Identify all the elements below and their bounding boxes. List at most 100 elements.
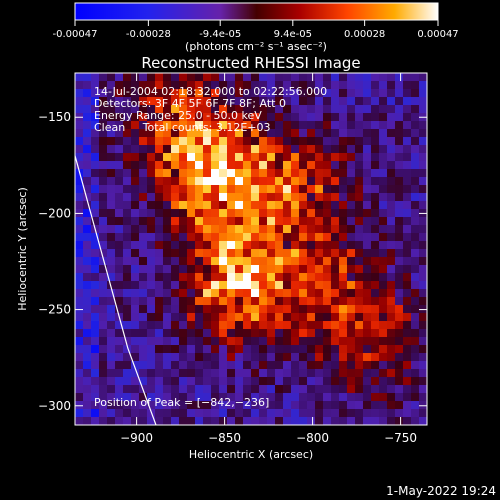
plot-frame [74,72,428,426]
heatmap-cell [315,249,324,258]
heatmap-cell [339,257,348,266]
heatmap-cell [187,273,196,282]
heatmap-cell [155,369,164,378]
colorbar-ticks: -0.00047 -0.00028 -9.4e-05 9.4e-05 0.00028 0.… [53,20,459,40]
heatmap-cell [251,369,260,378]
heatmap-cell [99,409,108,418]
heatmap-cell [211,241,220,250]
heatmap-cell [291,169,300,178]
heatmap-cell [235,129,244,138]
heatmap-cell [243,321,252,330]
heatmap-cell [227,97,236,106]
heatmap-cell [139,417,148,425]
heatmap-cell [75,145,84,154]
heatmap-cell [91,169,100,178]
heatmap-cell [395,81,404,90]
heatmap-cell [363,105,372,114]
heatmap-cell [203,225,212,234]
heatmap-cell [195,209,204,218]
heatmap-cell [419,393,427,402]
heatmap-cell [147,289,156,298]
heatmap-cell [139,177,148,186]
heatmap-cell [307,177,316,186]
heatmap-cell [99,153,108,162]
heatmap-cell [171,401,180,410]
heatmap-cell [179,89,188,98]
heatmap-cell [195,177,204,186]
heatmap-cell [147,321,156,330]
heatmap-cell [203,193,212,202]
heatmap-cell [155,401,164,410]
heatmap-cell [331,217,340,226]
heatmap-cell [251,241,260,250]
heatmap-cell [259,129,268,138]
heatmap-cell [99,377,108,386]
heatmap-cell [203,321,212,330]
heatmap-cell [91,153,100,162]
heatmap-cell [83,377,92,386]
heatmap-cell [291,401,300,410]
heatmap-cell [315,313,324,322]
heatmap-cell [91,305,100,314]
heatmap-cell [411,329,420,338]
heatmap-cell [355,209,364,218]
heatmap-cell [107,385,116,394]
heatmap-cell [267,369,276,378]
heatmap-cell [315,265,324,274]
heatmap-cell [283,273,292,282]
heatmap-cell [243,185,252,194]
heatmap-cell [179,393,188,402]
heatmap-cell [371,361,380,370]
heatmap-cell [179,169,188,178]
heatmap-cell [363,281,372,290]
heatmap-cell [371,273,380,282]
heatmap-cell [91,129,100,138]
heatmap-cell [171,225,180,234]
heatmap-cell [107,185,116,194]
heatmap-cell [155,265,164,274]
heatmap-cell [155,177,164,186]
heatmap-cell [387,241,396,250]
heatmap-cell [347,369,356,378]
heatmap-cell [267,329,276,338]
heatmap-cell [331,169,340,178]
heatmap-cell [251,313,260,322]
heatmap-cell [171,329,180,338]
heatmap-cell [251,345,260,354]
heatmap-cell [363,97,372,106]
heatmap-cell [387,233,396,242]
heatmap-cell [171,241,180,250]
heatmap-cell [211,401,220,410]
heatmap-cell [331,353,340,362]
heatmap-cell [99,73,108,82]
heatmap-cell [83,129,92,138]
heatmap-cell [267,385,276,394]
heatmap-cell [219,177,228,186]
heatmap-cell [403,409,412,418]
heatmap-cell [387,137,396,146]
heatmap-cell [307,401,316,410]
heatmap-cell [155,321,164,330]
heatmap-cell [107,145,116,154]
heatmap-cell [75,369,84,378]
heatmap-cell [267,337,276,346]
heatmap-cell [299,353,308,362]
heatmap-cell [395,217,404,226]
heatmap-cell [195,385,204,394]
heatmap-cell [323,265,332,274]
heatmap-cell [387,377,396,386]
heatmap-cell [419,369,427,378]
heatmap-cell [139,89,148,98]
heatmap-cell [179,289,188,298]
heatmap-cell [283,153,292,162]
heatmap-cell [307,329,316,338]
heatmap-cell [363,209,372,218]
heatmap-cell [83,121,92,130]
heatmap-cell [227,409,236,418]
heatmap-cell [291,113,300,122]
heatmap-cell [315,121,324,130]
heatmap-cell [395,233,404,242]
heatmap-cell [299,73,308,82]
heatmap-cell [139,217,148,226]
heatmap-cell [131,201,140,210]
